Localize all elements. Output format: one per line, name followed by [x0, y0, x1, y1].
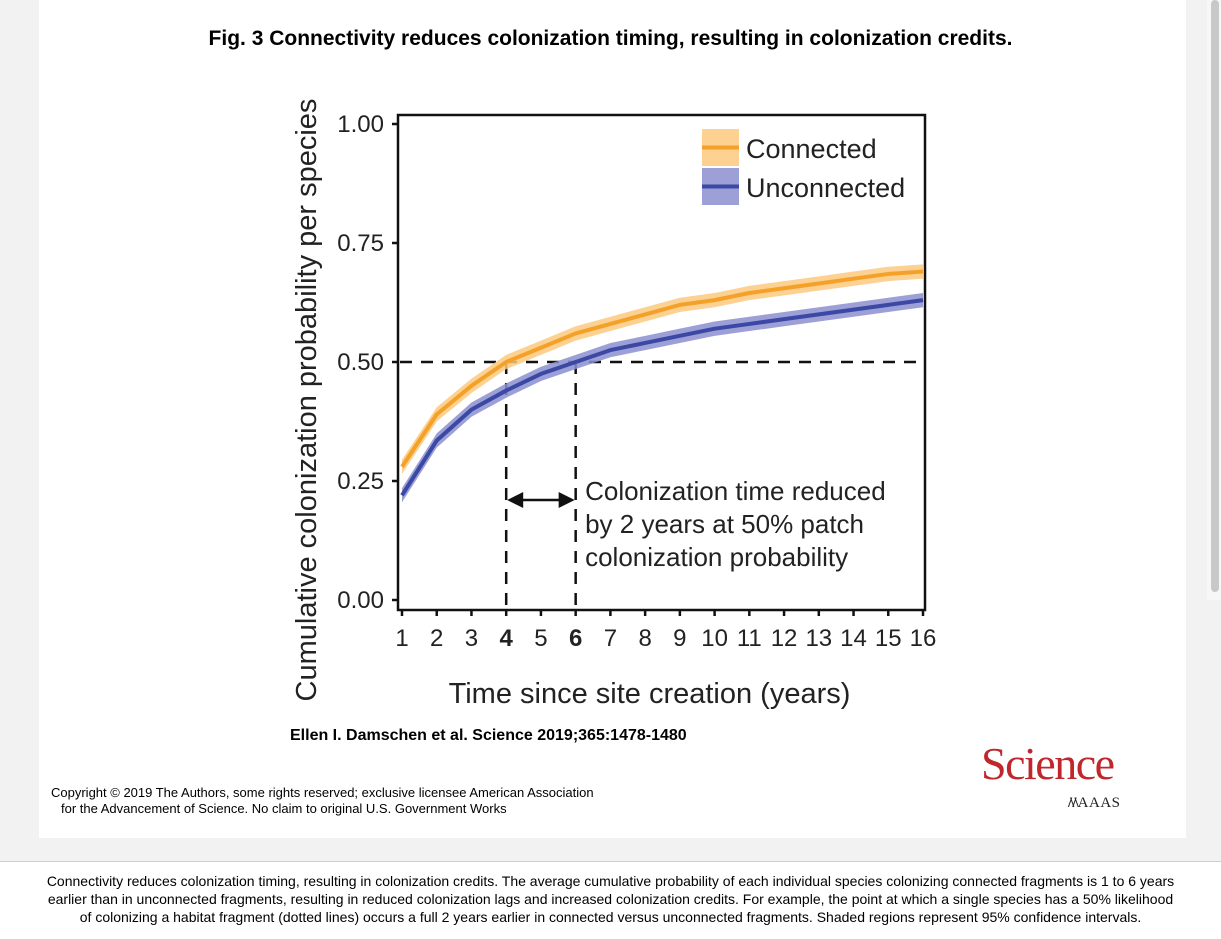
annotation-line: Colonization time reduced — [585, 476, 886, 506]
y-tick-label: 0.75 — [337, 230, 384, 257]
y-tick-label: 1.00 — [337, 111, 384, 138]
caption-divider — [0, 861, 1221, 862]
x-tick-label: 12 — [771, 625, 798, 652]
series-line-unconnected — [400, 298, 924, 497]
science-logo: Science — [981, 738, 1115, 789]
x-tick-label: 9 — [673, 625, 686, 652]
legend-label-unconnected: Unconnected — [746, 173, 905, 203]
copyright-notice: Copyright © 2019 The Authors, some right… — [51, 785, 594, 817]
line-chart: 0.000.250.500.751.001 2 3 4 5 6 7 8 9 10 11 12 13 14 1… — [291, 99, 937, 710]
x-tick-label: 13 — [805, 625, 832, 652]
ci-band-unconnected — [402, 292, 923, 503]
figure-caption: Connectivity reduces colonization timing… — [0, 872, 1221, 926]
figure-title: Fig. 3 Connectivity reduces colonization… — [208, 27, 1013, 50]
x-tick-label: 7 — [604, 625, 617, 652]
aaas-mark-icon: /\/\ — [1068, 795, 1079, 811]
x-tick-label: 4 — [500, 625, 514, 652]
arrow-head-left — [507, 492, 524, 509]
ci-band-connected — [402, 264, 923, 474]
x-axis-label: Time since site creation (years) — [449, 678, 851, 710]
x-tick-label: 15 — [875, 625, 902, 652]
x-tick-label: 3 — [465, 625, 478, 652]
scrollbar[interactable] — [1207, 0, 1221, 600]
series-line-connected — [400, 269, 924, 468]
y-tick-label: 0.25 — [337, 468, 384, 495]
annotation-line: by 2 years at 50% patch — [585, 509, 864, 539]
x-tick-label: 10 — [701, 625, 728, 652]
x-tick-label: 14 — [840, 625, 867, 652]
aaas-text: AAAS — [1077, 795, 1121, 811]
x-tick-label: 5 — [534, 625, 547, 652]
x-tick-label: 2 — [430, 625, 443, 652]
scrollbar-thumb[interactable] — [1211, 0, 1219, 592]
x-tick-label: 8 — [638, 625, 651, 652]
y-axis-label: Cumulative colonization probability per … — [291, 99, 323, 702]
aaas-logo: /\/\AAAS — [1068, 795, 1121, 812]
caption-line-2: earlier than in unconnected fragments, r… — [47, 891, 1174, 907]
arrow-head-right — [558, 492, 575, 509]
x-tick-label: 16 — [910, 625, 937, 652]
x-tick-label: 6 — [569, 625, 582, 652]
legend-label-connected: Connected — [746, 134, 877, 164]
y-tick-label: 0.50 — [337, 349, 384, 376]
copyright-line-2: for the Advancement of Science. No claim… — [61, 801, 507, 816]
y-tick-label: 0.00 — [337, 587, 384, 614]
caption-line-3: of colonizing a habitat fragment (dotted… — [79, 909, 1142, 925]
citation: Ellen I. Damschen et al. Science 2019;36… — [290, 727, 687, 744]
copyright-line-1: Copyright © 2019 The Authors, some right… — [51, 785, 594, 800]
annotation-line: colonization probability — [585, 542, 848, 572]
x-tick-label: 1 — [395, 625, 408, 652]
caption-line-1: Connectivity reduces colonization timing… — [46, 873, 1175, 889]
caption-panel — [0, 862, 1221, 939]
x-tick-label: 11 — [737, 625, 762, 652]
